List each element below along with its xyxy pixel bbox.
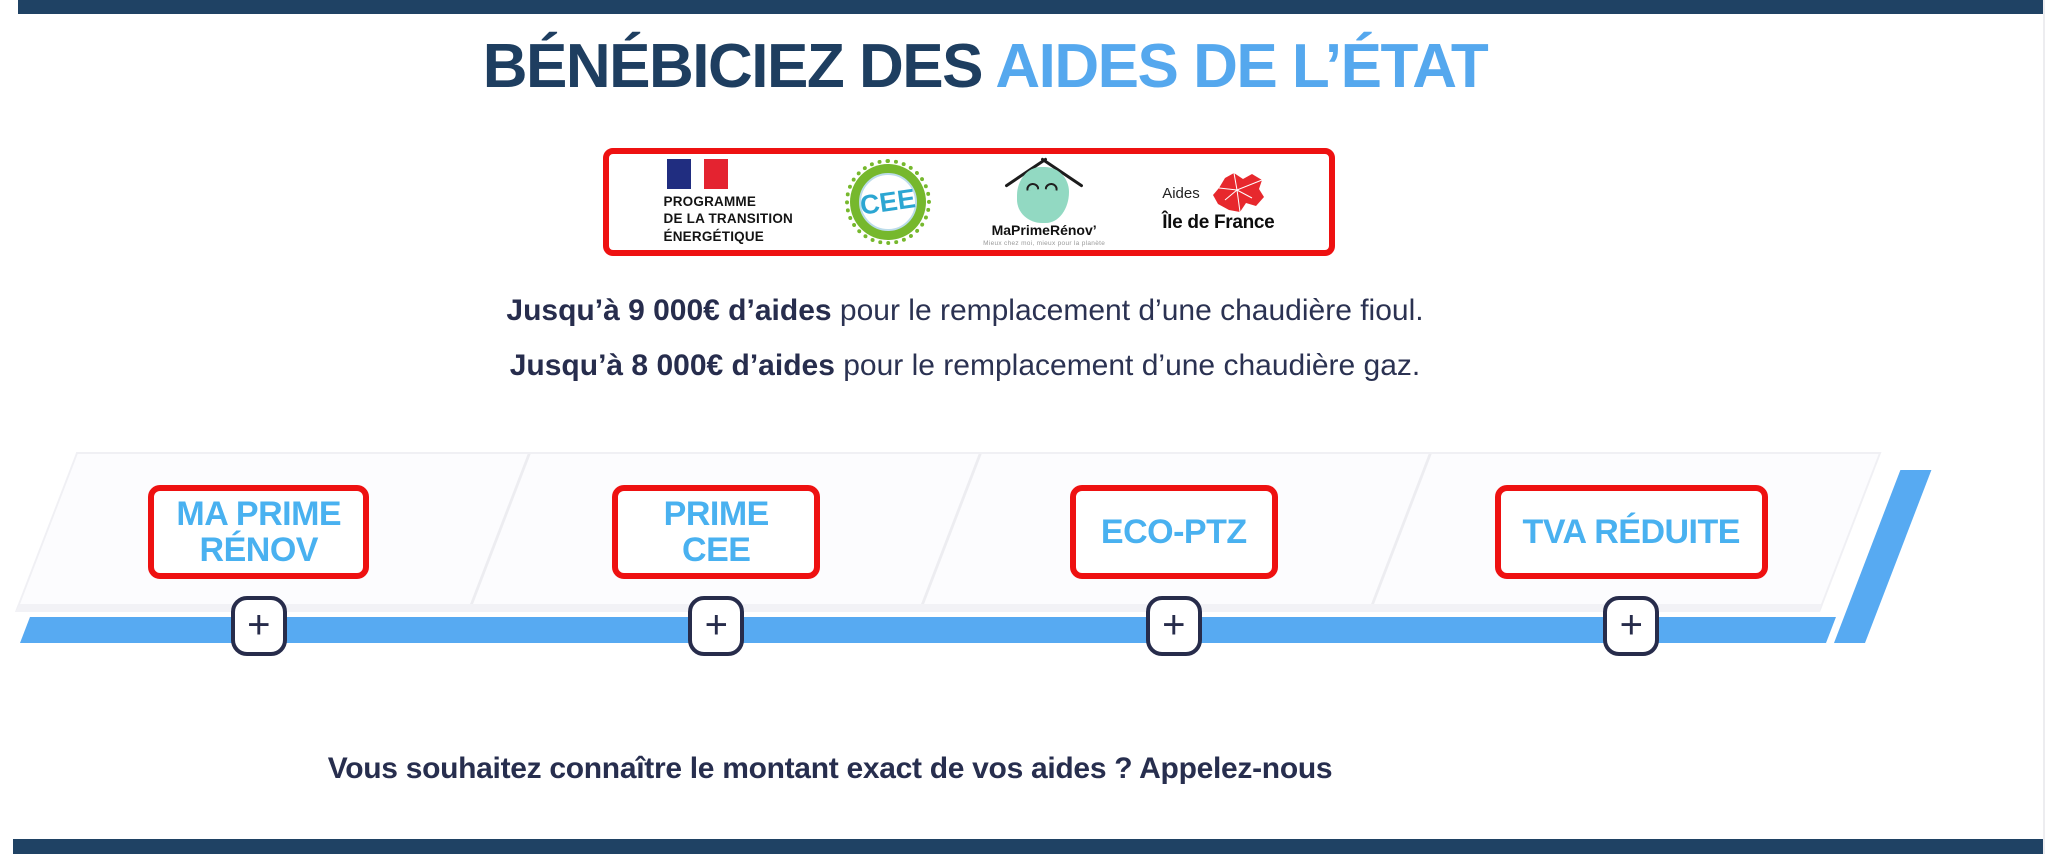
page-title: BÉNÉBICIEZ DES AIDES DE L’ÉTAT — [0, 34, 1970, 99]
programme-transition-energetique-logo: PROGRAMME DE LA TRANSITION ÉNERGÉTIQUE — [663, 158, 793, 246]
expand-plus-button-4[interactable]: + — [1603, 596, 1660, 656]
aid-label-box-tva-réduite[interactable]: TVA RÉDUITE — [1494, 485, 1768, 579]
programme-label: PROGRAMME DE LA TRANSITION ÉNERGÉTIQUE — [663, 193, 793, 244]
idf-region-label: Île de France — [1162, 212, 1275, 233]
top-navy-bar — [18, 0, 2043, 14]
timeline-item: MA PRIME RÉNOV + — [30, 485, 488, 665]
maprimerenov-logo: MaPrimeRénov’ Mieux chez moi, mieux pour… — [983, 157, 1105, 247]
timeline-items: MA PRIME RÉNOV + PRIME CEE + ECO-PTZ + T… — [30, 485, 1860, 665]
page-title-blue: AIDES DE L’ÉTAT — [995, 32, 1488, 101]
intro-line1-amount: Jusqu’à 9 000€ d’aides — [506, 294, 832, 327]
expand-plus-button-3[interactable]: + — [1145, 596, 1202, 656]
aid-label-box-prime-cee[interactable]: PRIME CEE — [612, 485, 821, 579]
expand-plus-button-2[interactable]: + — [688, 596, 745, 656]
timeline-item: TVA RÉDUITE + — [1403, 485, 1861, 665]
intro-line-gaz: Jusqu’à 8 000€ d’aides pour le remplacem… — [0, 349, 1930, 383]
partner-logos-box: PROGRAMME DE LA TRANSITION ÉNERGÉTIQUE C… — [603, 148, 1335, 256]
intro-line-fioul: Jusqu’à 9 000€ d’aides pour le remplacem… — [0, 294, 1930, 328]
cee-badge-icon: CEE — [845, 159, 932, 245]
cee-badge-label: CEE — [858, 182, 918, 221]
maprimerenov-tagline: Mieux chez moi, mieux pour la planète — [983, 240, 1106, 247]
aid-label-box-ma-prime-rénov[interactable]: MA PRIME RÉNOV — [148, 485, 370, 579]
ile-de-france-map-icon — [1212, 172, 1264, 213]
aides-ile-de-france-logo: Aides Île de France — [1162, 170, 1275, 234]
maprimerenov-house-icon — [989, 157, 1099, 223]
expand-plus-button-1[interactable]: + — [230, 596, 287, 656]
intro-line2-amount: Jusqu’à 8 000€ d’aides — [509, 349, 835, 382]
bottom-navy-bar — [13, 839, 2043, 854]
idf-aides-label: Aides — [1162, 184, 1200, 202]
cta-text: Vous souhaitez connaître le montant exac… — [327, 752, 1333, 785]
maprimerenov-label: MaPrimeRénov’ — [991, 222, 1097, 238]
intro-line1-rest: pour le remplacement d’une chaudière fio… — [831, 294, 1424, 327]
aid-label-box-eco-ptz[interactable]: ECO-PTZ — [1069, 485, 1278, 579]
right-edge-line — [2043, 0, 2045, 854]
timeline-item: PRIME CEE + — [488, 485, 946, 665]
timeline-item: ECO-PTZ + — [945, 485, 1403, 665]
page-title-dark: BÉNÉBICIEZ DES — [482, 32, 996, 101]
french-flag-icon — [666, 158, 728, 189]
intro-line2-rest: pour le remplacement d’une chaudière gaz… — [834, 349, 1421, 382]
